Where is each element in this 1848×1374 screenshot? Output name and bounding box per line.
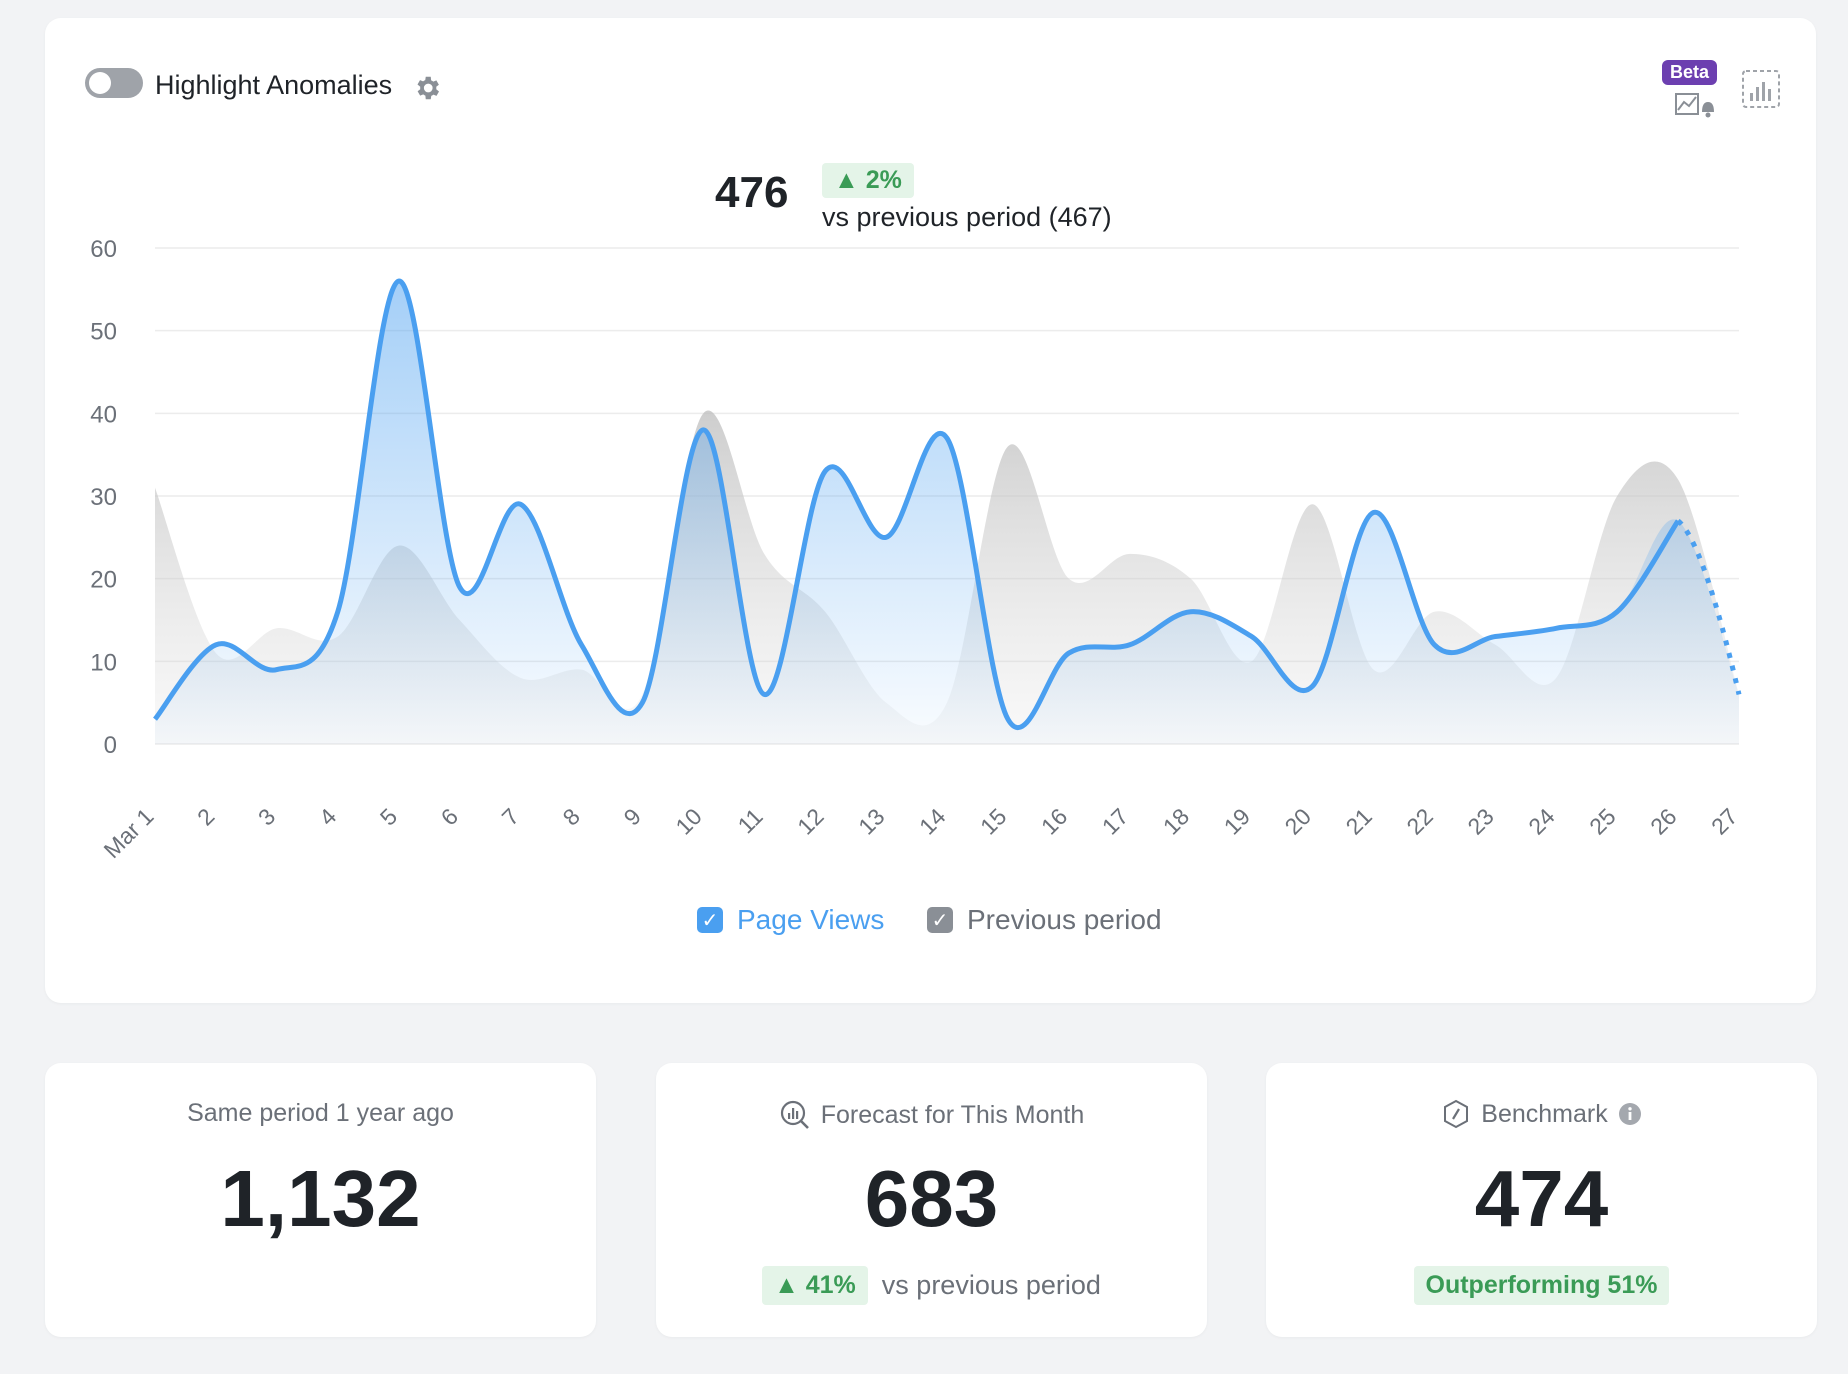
year-ago-card: Same period 1 year ago 1,132 [45,1063,596,1337]
x-tick-label: 9 [618,803,645,830]
benchmark-card: Benchmark 474 Outperforming 51% [1266,1063,1817,1337]
legend-previous-period[interactable]: ✓ Previous period [927,903,1162,937]
forecast-title: Forecast for This Month [656,1099,1207,1131]
forecast-compare-text: vs previous period [881,1270,1101,1300]
x-tick-label: 21 [1341,803,1377,839]
anomaly-alerts-button[interactable]: Beta [1662,60,1728,122]
checkbox-icon: ✓ [927,907,953,933]
x-tick-label: 2 [192,803,219,830]
x-tick-label: 18 [1158,803,1194,839]
y-tick-label: 10 [90,649,117,676]
x-tick-label: 6 [436,803,463,830]
x-tick-label: 8 [558,803,585,830]
year-ago-title-text: Same period 1 year ago [187,1099,454,1127]
benchmark-title: Benchmark [1266,1099,1817,1129]
gear-icon[interactable] [412,73,442,103]
x-tick-label: Mar 1 [99,803,159,863]
info-icon[interactable] [1618,1102,1642,1126]
kpi-value: 476 [715,168,789,217]
legend-previous-period-label: Previous period [967,904,1162,935]
benchmark-value: 474 [1474,1154,1609,1243]
x-tick-label: 19 [1219,803,1255,839]
x-tick-label: 7 [497,803,524,830]
x-tick-label: 12 [792,803,828,839]
chart-card: Highlight Anomalies Beta 476 ▲ 2% vs pre… [45,18,1816,1003]
y-tick-label: 40 [90,401,117,428]
forecast-icon [780,1100,809,1129]
chart-alert-icon [1675,93,1714,118]
x-tick-label: 26 [1645,803,1681,839]
forecast-card: Forecast for This Month 683 ▲ 41% vs pre… [656,1063,1207,1337]
kpi-compare-text: vs previous period (467) [822,202,1112,232]
benchmark-foot: Outperforming 51% [1266,1266,1817,1305]
page-views-line [153,278,1681,731]
x-tick-label: 27 [1706,803,1742,839]
x-tick-label: 15 [975,803,1011,839]
x-tick-label: 11 [732,803,767,838]
benchmark-status-badge: Outperforming 51% [1413,1266,1670,1305]
benchmark-icon [1444,1099,1469,1129]
year-ago-title: Same period 1 year ago [45,1099,596,1128]
beta-badge: Beta [1662,60,1718,85]
year-ago-value: 1,132 [220,1154,421,1243]
x-tick-label: 4 [314,803,342,831]
y-tick-label: 30 [90,484,117,511]
forecast-change-badge: ▲ 41% [762,1266,868,1305]
bar-chart-icon[interactable] [1740,68,1782,110]
legend-page-views-label: Page Views [737,904,885,935]
forecast-title-text: Forecast for This Month [820,1100,1085,1129]
x-tick-label: 17 [1097,803,1133,839]
checkbox-icon: ✓ [697,907,723,933]
x-tick-label: 20 [1280,803,1316,839]
highlight-anomalies-label: Highlight Anomalies [155,70,393,100]
page-views-area [155,281,1739,744]
x-tick-label: 13 [853,803,889,839]
x-tick-label: 25 [1584,803,1620,839]
y-tick-label: 0 [104,732,117,759]
x-tick-label: 10 [670,803,706,839]
benchmark-title-text: Benchmark [1481,1099,1608,1128]
x-tick-label: 16 [1036,803,1072,839]
legend-page-views[interactable]: ✓ Page Views [697,903,884,937]
x-tick-label: 22 [1401,803,1437,839]
kpi-change-badge: ▲ 2% [822,163,914,198]
x-tick-label: 24 [1523,803,1560,840]
highlight-anomalies-toggle[interactable] [85,68,143,98]
forecast-value: 683 [864,1154,999,1243]
y-tick-label: 60 [90,236,117,263]
y-tick-label: 50 [90,319,117,346]
forecast-foot: ▲ 41% vs previous period [656,1266,1207,1305]
x-tick-label: 23 [1462,803,1498,839]
x-tick-label: 3 [253,803,280,830]
toggle-knob [89,72,111,94]
x-tick-label: 14 [914,803,951,840]
y-tick-label: 20 [90,567,117,594]
x-tick-label: 5 [375,803,402,830]
